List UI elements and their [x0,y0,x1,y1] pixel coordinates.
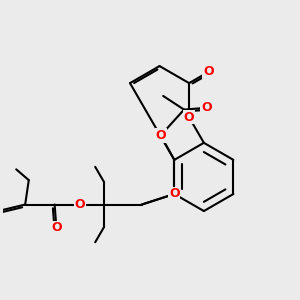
Text: O: O [184,111,194,124]
Text: O: O [74,198,85,211]
Text: O: O [203,65,214,79]
Text: O: O [51,221,62,234]
Text: O: O [155,129,166,142]
Text: O: O [169,188,180,200]
Text: O: O [201,101,211,114]
